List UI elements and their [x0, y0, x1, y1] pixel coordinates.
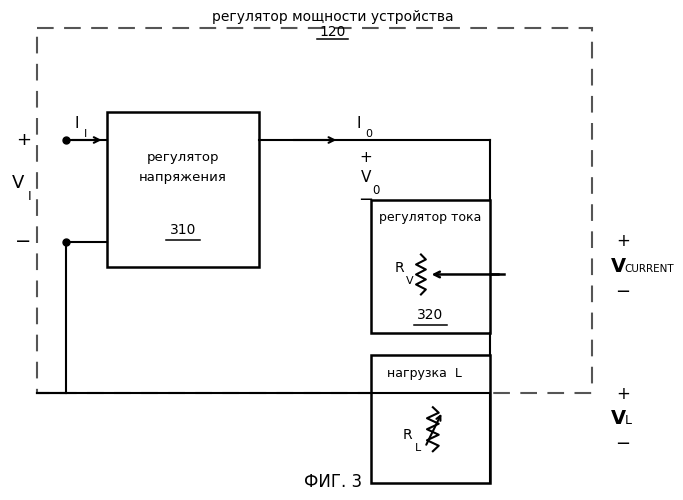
Text: 0: 0: [372, 184, 380, 196]
Bar: [107, 112, 259, 267]
Text: регулятор мощности устройства: регулятор мощности устройства: [212, 10, 454, 24]
Text: регулятор: регулятор: [147, 150, 219, 164]
Text: −: −: [359, 191, 374, 209]
Text: 0: 0: [365, 129, 372, 139]
Text: V: V: [611, 257, 626, 276]
Text: +: +: [616, 385, 630, 403]
Text: нагрузка  L: нагрузка L: [387, 366, 462, 380]
Text: ФИГ. 3: ФИГ. 3: [304, 473, 362, 491]
Bar: [371, 200, 490, 333]
Text: V: V: [406, 276, 413, 286]
Text: R: R: [395, 262, 404, 276]
Text: I: I: [84, 129, 87, 139]
Text: +: +: [16, 131, 31, 149]
Text: V: V: [611, 410, 626, 428]
Bar: [37, 28, 591, 393]
Text: V: V: [361, 170, 372, 186]
Text: I: I: [75, 116, 79, 132]
Bar: [371, 355, 490, 483]
Text: +: +: [360, 150, 372, 166]
Text: 310: 310: [170, 223, 196, 237]
Text: −: −: [615, 282, 630, 300]
Text: регулятор тока: регулятор тока: [379, 212, 482, 224]
Text: 120: 120: [320, 25, 346, 39]
Text: 320: 320: [417, 308, 443, 322]
Text: −: −: [15, 232, 31, 252]
Text: L: L: [415, 443, 421, 453]
Text: CURRENT: CURRENT: [625, 264, 674, 274]
Text: I: I: [357, 116, 361, 132]
Text: −: −: [615, 435, 630, 453]
Text: V: V: [12, 174, 24, 192]
Text: I: I: [27, 190, 31, 203]
Text: R: R: [403, 428, 413, 442]
Text: напряжения: напряжения: [139, 170, 227, 183]
Text: +: +: [616, 232, 630, 250]
Text: L: L: [625, 414, 632, 428]
